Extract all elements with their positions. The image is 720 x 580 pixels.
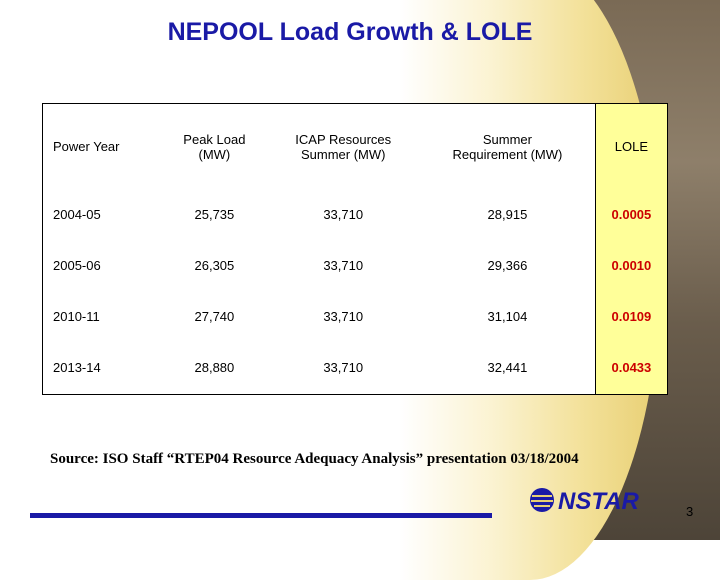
table-cell: 26,305 (194, 257, 235, 273)
column-header: Peak Load (MW) (183, 131, 246, 162)
table-cell: 2010-11 (53, 308, 100, 324)
table-cell: 29,366 (487, 257, 528, 273)
table-cell: 0.0010 (594, 239, 669, 291)
table-cell: 0.0109 (594, 290, 669, 342)
page-number: 3 (686, 504, 694, 519)
table-cell: 0.0433 (594, 341, 669, 395)
slide-title: NEPOOL Load Growth & LOLE (167, 18, 533, 46)
header-row: Power Year Peak Load (MW) ICAP Resources S… (43, 103, 669, 189)
column-header: Summer Requirement (MW) (452, 131, 563, 162)
table-cell: 2013-14 (53, 360, 101, 376)
column-header: ICAP Resources Summer (MW) (295, 131, 392, 162)
logo-stripes (531, 495, 553, 507)
table-cell: 33,710 (323, 206, 364, 222)
table-cell: 32,441 (487, 360, 528, 376)
footer-bar (30, 513, 492, 518)
data-table: Power Year Peak Load (MW) ICAP Resources S… (42, 103, 669, 395)
table-cell: 25,735 (194, 206, 235, 222)
column-header: LOLE (594, 103, 669, 189)
table-cell: 33,710 (323, 308, 364, 324)
table-row: 2013-14 28,880 33,710 32,441 0.0433 (43, 341, 669, 395)
table-cell: 28,880 (194, 360, 235, 376)
table-row: 2010-11 27,740 33,710 31,104 0.0109 (43, 290, 669, 342)
logo-text: NSTAR (558, 488, 640, 515)
slide: NEPOOL Load Growth & LOLE Power Year Peak… (30, 0, 720, 580)
table-row: 2005-06 26,305 33,710 29,366 0.0010 (43, 239, 669, 291)
table-cell: 0.0005 (594, 189, 669, 240)
table-cell: 27,740 (194, 308, 235, 324)
source-note: Source: ISO Staff “RTEP04 Resource Adequ… (50, 451, 579, 467)
table-cell: 31,104 (487, 308, 528, 324)
table-cell: 2005-06 (53, 257, 101, 273)
column-header: Power Year (53, 139, 120, 154)
table-row: 2004-05 25,735 33,710 28,915 0.0005 (43, 189, 669, 240)
table-cell: 2004-05 (53, 206, 101, 222)
table-cell: 33,710 (323, 257, 364, 273)
table-cell: 28,915 (487, 206, 528, 222)
logo: NSTAR (530, 488, 640, 515)
table-cell: 33,710 (323, 360, 364, 376)
